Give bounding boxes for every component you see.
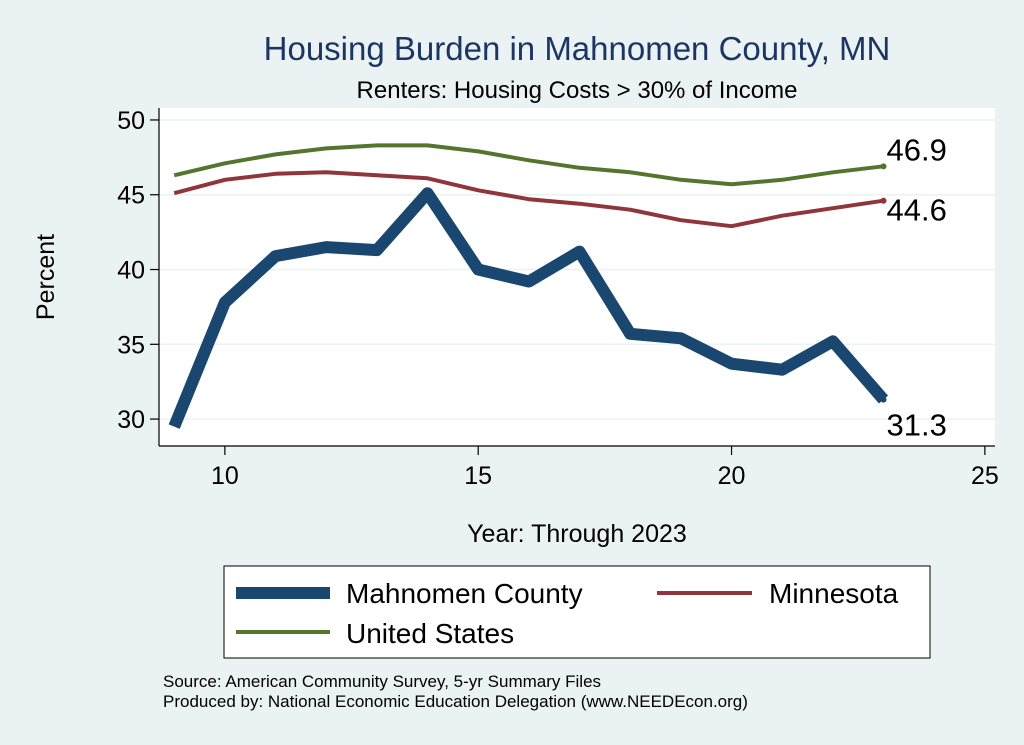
series-end-point (880, 396, 887, 403)
y-tick-label: 45 (117, 182, 145, 210)
plot-area (159, 108, 995, 446)
gridlines (159, 119, 995, 420)
y-axis-label: Percent (32, 234, 60, 320)
source-line: Source: American Community Survey, 5-yr … (163, 672, 601, 691)
series-end-point (880, 163, 887, 170)
chart-title: Housing Burden in Mahnomen County, MN (264, 30, 891, 67)
y-tick-label: 35 (117, 331, 145, 359)
end-label-minnesota: 44.6 (887, 193, 947, 228)
x-tick-label: 15 (464, 462, 492, 490)
end-labels: 31.3 44.6 46.9 (887, 132, 947, 442)
legend-box (223, 565, 931, 659)
series-line-united-states (173, 143, 884, 187)
x-tick-label: 20 (718, 462, 746, 490)
y-tick-label: 40 (117, 257, 145, 285)
x-tick-label: 25 (971, 462, 999, 490)
series-end-point (880, 197, 887, 204)
series-line-minnesota (173, 170, 884, 229)
produced-by-line: Produced by: National Economic Education… (163, 692, 748, 711)
y-axis-ticks: 30 35 40 45 50 (117, 107, 159, 434)
y-tick-label: 50 (117, 107, 145, 135)
chart-subtitle: Renters: Housing Costs > 30% of Income (357, 77, 798, 104)
x-axis-label: Year: Through 2023 (467, 520, 687, 548)
legend-label: United States (346, 618, 514, 649)
end-label-united-states: 46.9 (887, 132, 947, 167)
legend-label: Minnesota (769, 578, 899, 609)
end-label-mahnomen-county: 31.3 (887, 408, 947, 443)
y-tick-label: 30 (117, 406, 145, 434)
series-lines (168, 143, 889, 429)
x-axis-ticks: 10 15 20 25 (211, 446, 999, 490)
legend-label: Mahnomen County (346, 578, 583, 609)
series-line-mahnomen-county (168, 187, 889, 429)
legend: Mahnomen County Minnesota United States (236, 578, 899, 649)
x-tick-label: 10 (211, 462, 239, 490)
